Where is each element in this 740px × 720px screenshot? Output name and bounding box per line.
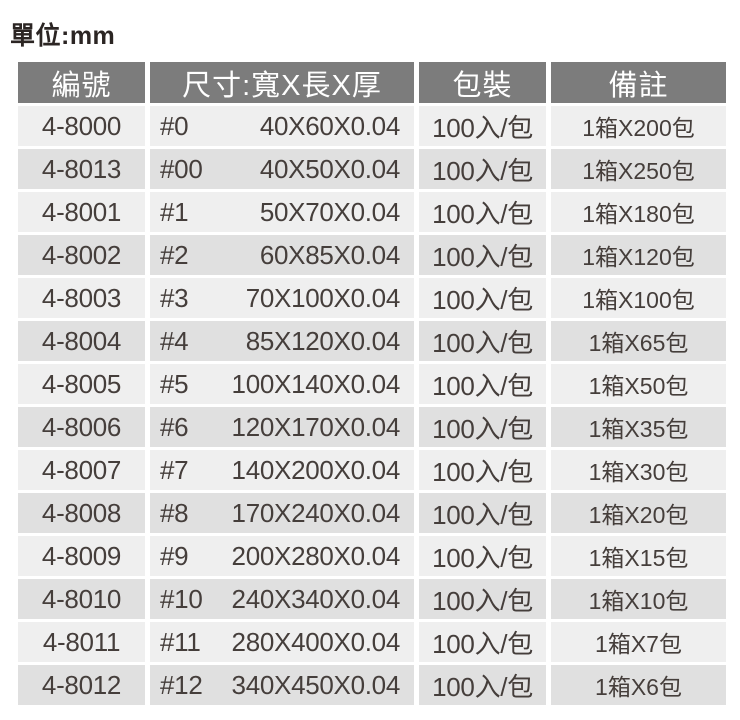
packaging-cell: 100入/包 — [419, 665, 546, 705]
packaging-cell: 100入/包 — [419, 192, 546, 232]
packaging-cell: 100入/包 — [419, 407, 546, 447]
size-cell: #10 240X340X0.04 — [150, 579, 414, 619]
packaging-cell: 100入/包 — [419, 493, 546, 533]
packaging-cell: 100入/包 — [419, 622, 546, 662]
header-packaging: 包裝 — [419, 62, 546, 103]
remark-cell: 1箱X20包 — [551, 493, 726, 533]
size-number-label: #12 — [160, 669, 203, 700]
remark-cell: 1箱X200包 — [551, 106, 726, 146]
size-number-label: #1 — [160, 196, 189, 227]
size-dimensions: 100X140X0.04 — [231, 368, 401, 399]
header-size: 尺寸:寬X長X厚 — [150, 62, 414, 103]
size-number-label: #10 — [160, 583, 203, 614]
header-remark: 備註 — [551, 62, 726, 103]
size-number-label: #8 — [160, 497, 189, 528]
size-cell: #8 170X240X0.04 — [150, 493, 414, 533]
unit-label: 單位:mm — [10, 22, 116, 50]
size-number-label: #11 — [160, 626, 201, 657]
size-dimensions: 120X170X0.04 — [231, 411, 401, 442]
header-code: 編號 — [18, 62, 145, 103]
size-cell: #0 40X60X0.04 — [150, 106, 414, 146]
size-number-label: #5 — [160, 368, 189, 399]
code-cell: 4-8006 — [18, 407, 145, 447]
packaging-cell: 100入/包 — [419, 149, 546, 189]
size-cell: #1 50X70X0.04 — [150, 192, 414, 232]
size-number-label: #9 — [160, 540, 189, 571]
code-cell: 4-8002 — [18, 235, 145, 275]
packaging-cell: 100入/包 — [419, 321, 546, 361]
size-number-label: #4 — [160, 325, 189, 356]
size-number-label: #6 — [160, 411, 189, 442]
size-number-label: #0 — [160, 110, 189, 141]
remark-cell: 1箱X6包 — [551, 665, 726, 705]
size-dimensions: 40X60X0.04 — [259, 110, 400, 141]
remark-cell: 1箱X10包 — [551, 579, 726, 619]
code-cell: 4-8011 — [18, 622, 145, 662]
size-dimensions: 40X50X0.04 — [259, 153, 400, 184]
code-cell: 4-8009 — [18, 536, 145, 576]
size-dimensions: 50X70X0.04 — [259, 196, 400, 227]
size-cell: #11 280X400X0.04 — [150, 622, 414, 662]
size-dimensions: 60X85X0.04 — [259, 239, 400, 270]
size-dimensions: 200X280X0.04 — [231, 540, 401, 571]
remark-cell: 1箱X15包 — [551, 536, 726, 576]
packaging-cell: 100入/包 — [419, 450, 546, 490]
remark-cell: 1箱X65包 — [551, 321, 726, 361]
size-cell: #7 140X200X0.04 — [150, 450, 414, 490]
code-cell: 4-8013 — [18, 149, 145, 189]
size-cell: #4 85X120X0.04 — [150, 321, 414, 361]
remark-cell: 1箱X30包 — [551, 450, 726, 490]
size-cell: #2 60X85X0.04 — [150, 235, 414, 275]
code-cell: 4-8001 — [18, 192, 145, 232]
size-cell: #3 70X100X0.04 — [150, 278, 414, 318]
code-cell: 4-8004 — [18, 321, 145, 361]
remark-cell: 1箱X50包 — [551, 364, 726, 404]
packaging-cell: 100入/包 — [419, 278, 546, 318]
size-dimensions: 240X340X0.04 — [231, 583, 401, 614]
size-cell: #9 200X280X0.04 — [150, 536, 414, 576]
remark-cell: 1箱X180包 — [551, 192, 726, 232]
size-number-label: #2 — [160, 239, 189, 270]
code-cell: 4-8008 — [18, 493, 145, 533]
remark-cell: 1箱X250包 — [551, 149, 726, 189]
packaging-cell: 100入/包 — [419, 536, 546, 576]
code-cell: 4-8010 — [18, 579, 145, 619]
code-cell: 4-8007 — [18, 450, 145, 490]
size-dimensions: 70X100X0.04 — [245, 282, 401, 313]
remark-cell: 1箱X120包 — [551, 235, 726, 275]
size-dimensions: 140X200X0.04 — [231, 454, 401, 485]
remark-cell: 1箱X35包 — [551, 407, 726, 447]
remark-cell: 1箱X100包 — [551, 278, 726, 318]
size-dimensions: 170X240X0.04 — [231, 497, 401, 528]
size-cell: #6 120X170X0.04 — [150, 407, 414, 447]
size-cell: #00 40X50X0.04 — [150, 149, 414, 189]
size-number-label: #3 — [160, 282, 189, 313]
spec-table: 編號 尺寸:寬X長X厚 包裝 備註 4-8000 #0 40X60X0.04 1… — [18, 62, 726, 705]
size-dimensions: 280X400X0.04 — [231, 626, 401, 657]
size-number-label: #7 — [160, 454, 189, 485]
packaging-cell: 100入/包 — [419, 579, 546, 619]
code-cell: 4-8012 — [18, 665, 145, 705]
size-cell: #5 100X140X0.04 — [150, 364, 414, 404]
packaging-cell: 100入/包 — [419, 106, 546, 146]
remark-cell: 1箱X7包 — [551, 622, 726, 662]
size-dimensions: 340X450X0.04 — [231, 669, 401, 700]
code-cell: 4-8000 — [18, 106, 145, 146]
size-cell: #12 340X450X0.04 — [150, 665, 414, 705]
code-cell: 4-8005 — [18, 364, 145, 404]
size-number-label: #00 — [160, 153, 203, 184]
code-cell: 4-8003 — [18, 278, 145, 318]
size-dimensions: 85X120X0.04 — [245, 325, 401, 356]
packaging-cell: 100入/包 — [419, 364, 546, 404]
packaging-cell: 100入/包 — [419, 235, 546, 275]
